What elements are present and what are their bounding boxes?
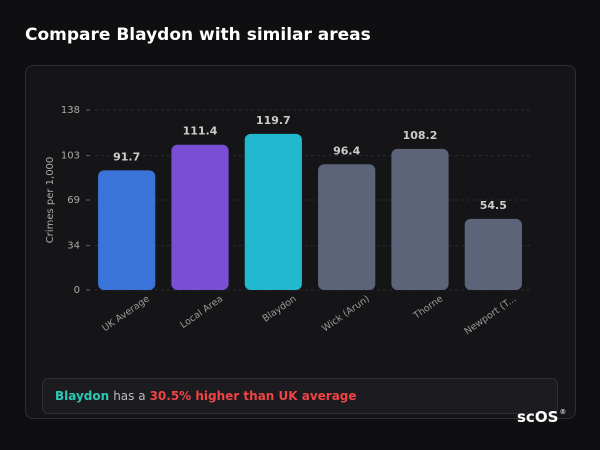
bar — [98, 170, 156, 290]
x-tick-label: Local Area — [178, 293, 225, 330]
note-highlight: 30.5% higher than UK average — [149, 389, 357, 403]
note-text: has a — [113, 389, 146, 403]
value-label: 108.2 — [403, 129, 438, 142]
title: Compare Blaydon with similar areas — [25, 25, 371, 45]
value-label: 96.4 — [333, 144, 360, 157]
logo-text: scOS — [517, 408, 559, 426]
y-tick-label: 34 — [67, 241, 80, 252]
value-label: 54.5 — [480, 199, 507, 212]
bar — [391, 148, 449, 290]
logo: scOS® — [517, 408, 566, 426]
y-tick-label: 0 — [74, 285, 80, 296]
value-label: 119.7 — [256, 114, 291, 127]
x-tick-label: Blaydon — [261, 293, 299, 324]
bar — [244, 133, 302, 290]
x-tick-label: Newport (T... — [462, 293, 518, 337]
y-tick-label: 69 — [67, 195, 80, 206]
note-place: Blaydon — [55, 389, 110, 403]
x-tick-label: UK Average — [100, 293, 152, 334]
value-label: 91.7 — [113, 150, 140, 163]
bar — [318, 164, 376, 290]
x-tick-label: Thorne — [411, 293, 445, 322]
value-label: 111.4 — [183, 125, 218, 138]
y-tick-label: 103 — [61, 151, 80, 162]
y-tick-label: 138 — [61, 105, 80, 116]
x-tick-label: Wick (Arun) — [320, 293, 372, 334]
bar — [171, 144, 229, 290]
bar — [464, 218, 522, 290]
y-axis-label: Crimes per 1,000 — [45, 157, 56, 244]
note: Blaydon has a 30.5% higher than UK average — [42, 378, 558, 414]
logo-mark: ® — [559, 408, 567, 416]
